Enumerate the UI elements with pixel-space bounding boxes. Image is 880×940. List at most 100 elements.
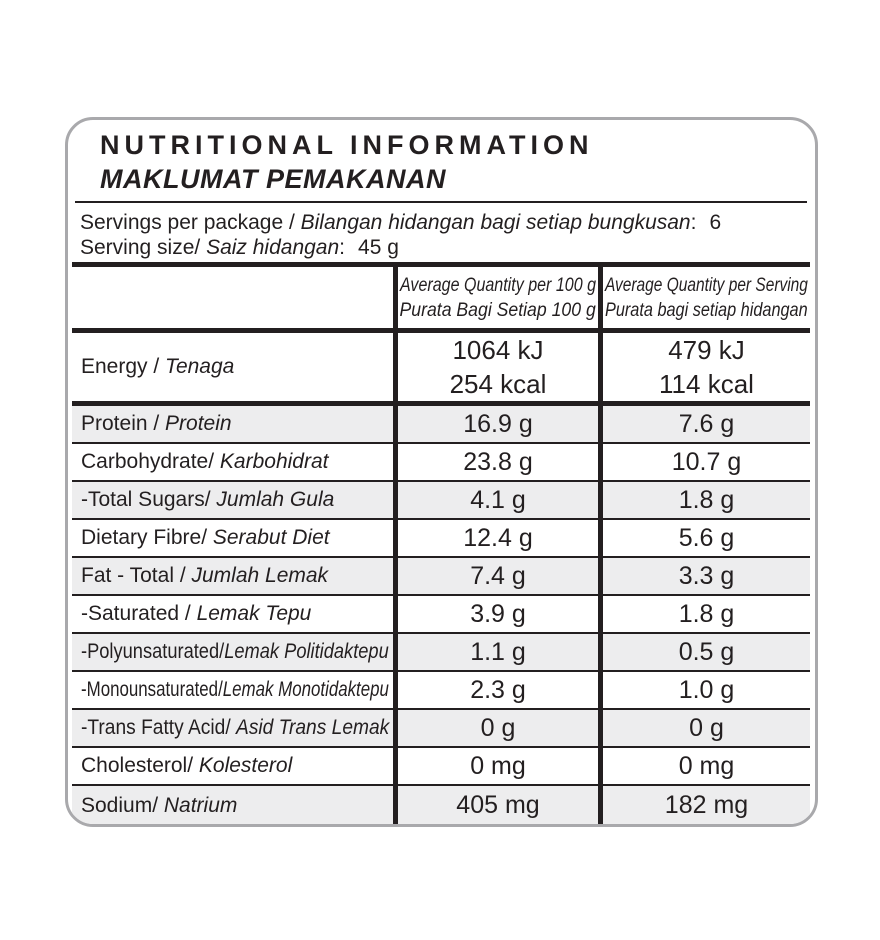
value-per-serving: 7.6 g [598, 406, 810, 442]
nutrient-name-en: Cholesterol/ [81, 754, 199, 777]
value-per-100g: 0 mg [393, 748, 598, 784]
nutrient-name-en: Sodium/ [81, 793, 164, 817]
value-per-100g: 3.9 g [393, 596, 598, 632]
nutrient-name-ms: Lemak Politidaktepu [224, 640, 389, 663]
nutrient-name-ms: Lemak Monotidaktepu [222, 678, 389, 701]
value-per-100g: 1.1 g [393, 634, 598, 670]
serving-size-label-ms: Saiz hidangan [206, 236, 340, 259]
value-per-serving: 182 mg [598, 786, 810, 824]
row-saturated-fat: -Saturated / Lemak Tepu 3.9 g 1.8 g [72, 596, 810, 634]
nutrient-name-en: Energy / [81, 355, 166, 378]
nutrient-name-en: Protein / [81, 412, 166, 435]
nutrient-name-ms: Serabut Diet [212, 526, 330, 549]
nutrient-name-ms: Protein [165, 412, 232, 435]
col-header-per-100g-ms: Purata Bagi Setiap 100 g [399, 299, 597, 321]
nutrient-name: Carbohydrate/ Karbohidrat [72, 444, 393, 480]
nutrient-name: Dietary Fibre/ Serabut Diet [72, 520, 393, 556]
row-trans-fatty-acid: -Trans Fatty Acid/ Asid Trans Lemak 0 g … [72, 710, 810, 748]
value-per-serving: 0 mg [598, 748, 810, 784]
row-energy: Energy / Tenaga 1064 kJ 254 kcal 479 kJ … [72, 333, 810, 406]
nutrient-name-en: -Trans Fatty Acid/ [81, 716, 237, 739]
row-dietary-fibre: Dietary Fibre/ Serabut Diet 12.4 g 5.6 g [72, 520, 810, 558]
value-per-100g: 405 mg [393, 786, 598, 824]
nutrient-name-en: -Polyunsaturated/ [81, 640, 225, 663]
nutrient-name: -Monounsaturated/Lemak Monotidaktepu [72, 672, 393, 708]
nutrient-name: Fat - Total / Jumlah Lemak [72, 558, 393, 594]
row-total-sugars: -Total Sugars/ Jumlah Gula 4.1 g 1.8 g [72, 482, 810, 520]
nutrient-name-en: -Total Sugars/ [81, 488, 217, 511]
row-fat-total: Fat - Total / Jumlah Lemak 7.4 g 3.3 g [72, 558, 810, 596]
serving-size-colon: : [339, 236, 346, 259]
value-per-100g: 4.1 g [393, 482, 598, 518]
header-spacer-cell [72, 267, 393, 328]
col-header-per-serving-ms: Purata bagi setiap hidangan [605, 299, 808, 321]
col-header-per-serving: Average Quantity per Serving Purata bagi… [598, 267, 810, 328]
value-per-100g: 2.3 g [393, 672, 598, 708]
value-per-serving: 479 kJ 114 kcal [598, 333, 810, 401]
nutrient-name-en: Dietary Fibre/ [81, 526, 213, 549]
row-carbohydrate: Carbohydrate/ Karbohidrat 23.8 g 10.7 g [72, 444, 810, 482]
value-per-100g: 1064 kJ 254 kcal [393, 333, 598, 401]
nutrient-name: Energy / Tenaga [72, 333, 393, 401]
nutrient-name: Cholesterol/ Kolesterol [72, 748, 393, 784]
energy-kcal-per-100g: 254 kcal [449, 369, 547, 399]
value-per-100g: 12.4 g [393, 520, 598, 556]
servings-per-package-line: Servings per package / Bilangan hidangan… [80, 210, 815, 235]
nutrient-name-ms: Tenaga [165, 355, 235, 378]
nutrition-table: Average Quantity per 100 g Purata Bagi S… [72, 262, 810, 824]
value-per-serving: 5.6 g [598, 520, 810, 556]
serving-size-line: Serving size/ Saiz hidangan: 45 g [80, 235, 815, 260]
col-header-per-100g: Average Quantity per 100 g Purata Bagi S… [393, 267, 598, 328]
row-sodium: Sodium/ Natrium 405 mg 182 mg [72, 786, 810, 824]
value-per-serving: 10.7 g [598, 444, 810, 480]
nutrient-name: -Saturated / Lemak Tepu [72, 596, 393, 632]
value-per-100g: 0 g [393, 710, 598, 746]
serving-info: Servings per package / Bilangan hidangan… [80, 210, 815, 260]
value-per-serving: 1.0 g [598, 672, 810, 708]
row-protein: Protein / Protein 16.9 g 7.6 g [72, 406, 810, 444]
nutrient-name: -Total Sugars/ Jumlah Gula [72, 482, 393, 518]
serving-size-label-en: Serving size/ [80, 236, 207, 259]
servings-label-ms: Bilangan hidangan bagi setiap bungkusan [300, 211, 691, 234]
table-header-row: Average Quantity per 100 g Purata Bagi S… [72, 267, 810, 333]
nutrient-name-ms: Jumlah Lemak [191, 564, 329, 587]
value-per-serving: 1.8 g [598, 482, 810, 518]
nutrient-name-ms: Asid Trans Lemak [236, 716, 390, 739]
energy-kj-per-100g: 1064 kJ [452, 335, 544, 365]
col-header-per-serving-en: Average Quantity per Serving [605, 274, 808, 296]
nutrient-name-ms: Karbohidrat [219, 450, 329, 473]
servings-label-en: Servings per package / [80, 211, 301, 234]
col-header-per-100g-en: Average Quantity per 100 g [399, 274, 597, 296]
value-per-serving: 0.5 g [598, 634, 810, 670]
title-divider [75, 201, 807, 203]
nutrient-name-ms: Natrium [163, 793, 238, 817]
nutrient-name: Sodium/ Natrium [72, 786, 393, 824]
nutrition-label: NUTRITIONAL INFORMATION MAKLUMAT PEMAKAN… [65, 117, 818, 827]
row-monounsaturated-fat: -Monounsaturated/Lemak Monotidaktepu 2.3… [72, 672, 810, 710]
row-polyunsaturated-fat: -Polyunsaturated/Lemak Politidaktepu 1.1… [72, 634, 810, 672]
value-per-serving: 1.8 g [598, 596, 810, 632]
nutrient-name-en: -Monounsaturated/ [81, 678, 223, 701]
page-title-malay: MAKLUMAT PEMAKANAN [100, 164, 446, 194]
value-per-serving: 0 g [598, 710, 810, 746]
row-cholesterol: Cholesterol/ Kolesterol 0 mg 0 mg [72, 748, 810, 786]
serving-size-value: 45 g [358, 236, 399, 259]
value-per-100g: 23.8 g [393, 444, 598, 480]
nutrient-name: -Trans Fatty Acid/ Asid Trans Lemak [72, 710, 393, 746]
value-per-100g: 16.9 g [393, 406, 598, 442]
value-per-serving: 3.3 g [598, 558, 810, 594]
nutrient-name-en: Fat - Total / [81, 564, 192, 587]
nutrient-name-ms: Jumlah Gula [216, 488, 335, 511]
nutrient-name-ms: Lemak Tepu [196, 602, 312, 625]
energy-kj-per-serving: 479 kJ [668, 335, 745, 365]
nutrient-name-en: -Saturated / [81, 602, 197, 625]
label-titles: NUTRITIONAL INFORMATION MAKLUMAT PEMAKAN… [100, 129, 815, 194]
page-title: NUTRITIONAL INFORMATION [100, 130, 594, 160]
nutrient-name-en: Carbohydrate/ [81, 450, 220, 473]
servings-colon: : [690, 211, 697, 234]
energy-kcal-per-serving: 114 kcal [659, 369, 754, 399]
nutrient-name: Protein / Protein [72, 406, 393, 442]
servings-value: 6 [709, 211, 722, 234]
nutrient-name-ms: Kolesterol [198, 754, 293, 777]
value-per-100g: 7.4 g [393, 558, 598, 594]
